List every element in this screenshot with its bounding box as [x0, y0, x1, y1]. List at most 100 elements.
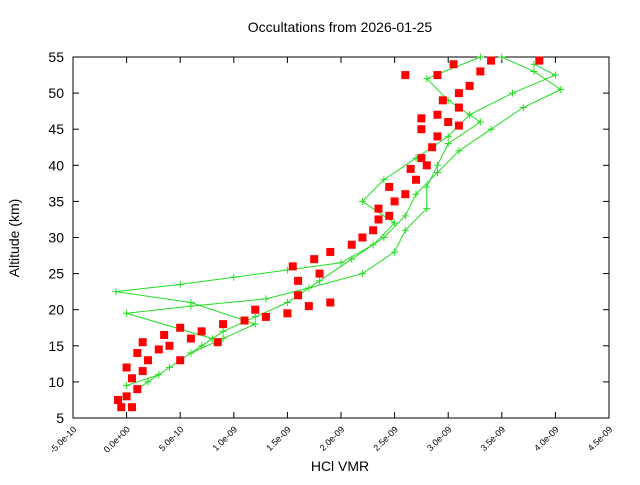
- plus-marker: [423, 75, 431, 83]
- square-marker: [476, 67, 485, 76]
- square-marker: [369, 226, 378, 235]
- plus-marker: [466, 111, 474, 119]
- plus-marker: [112, 288, 120, 296]
- y-tick-label: 55: [48, 49, 64, 65]
- square-marker: [347, 240, 356, 249]
- plus-marker: [144, 378, 152, 386]
- plus-marker: [262, 295, 270, 303]
- y-tick-label: 20: [48, 302, 64, 318]
- square-marker: [433, 132, 442, 141]
- square-marker: [535, 56, 544, 65]
- y-tick-label: 50: [48, 85, 64, 101]
- plus-marker: [557, 85, 565, 93]
- square-marker: [449, 60, 458, 69]
- y-tick-label: 5: [56, 410, 64, 426]
- plus-marker: [476, 118, 484, 126]
- x-tick-label: 4.0e-09: [532, 424, 561, 453]
- square-marker: [385, 211, 394, 220]
- plus-marker: [509, 89, 517, 97]
- square-marker: [444, 117, 453, 126]
- plus-marker: [433, 169, 441, 177]
- square-marker: [390, 197, 399, 206]
- square-marker: [133, 349, 142, 358]
- square-marker: [315, 269, 324, 278]
- plus-marker: [498, 53, 506, 61]
- plus-marker: [187, 349, 195, 357]
- y-tick-label: 30: [48, 230, 64, 246]
- square-marker: [401, 190, 410, 199]
- square-marker: [251, 305, 260, 314]
- square-marker: [438, 96, 447, 105]
- square-marker: [412, 175, 421, 184]
- square-marker: [454, 121, 463, 130]
- plus-marker: [401, 226, 409, 234]
- square-marker: [219, 320, 228, 329]
- square-marker: [406, 164, 415, 173]
- square-marker: [454, 103, 463, 112]
- square-marker: [117, 403, 126, 412]
- y-tick-label: 45: [48, 121, 64, 137]
- plot-frame: [72, 56, 610, 419]
- square-marker: [374, 204, 383, 213]
- plus-marker: [551, 71, 559, 79]
- plus-marker: [433, 161, 441, 169]
- plus-marker: [391, 248, 399, 256]
- plus-marker: [358, 197, 366, 205]
- plus-marker: [348, 255, 356, 263]
- x-tick-label: -5.0e-10: [48, 424, 79, 455]
- plus-marker: [412, 190, 420, 198]
- square-marker: [428, 143, 437, 152]
- y-tick-label: 40: [48, 157, 64, 173]
- y-tick-label: 10: [48, 374, 64, 390]
- plus-marker: [219, 327, 227, 335]
- y-tick-label: 15: [48, 338, 64, 354]
- plus-marker: [165, 363, 173, 371]
- square-marker: [294, 291, 303, 300]
- x-tick-label: 1.0e-09: [211, 424, 240, 453]
- x-tick-label: 1.5e-09: [264, 424, 293, 453]
- x-tick-label: 3.5e-09: [479, 424, 508, 453]
- y-tick-label: 35: [48, 193, 64, 209]
- square-marker: [433, 110, 442, 119]
- square-marker: [326, 298, 335, 307]
- plus-marker: [476, 53, 484, 61]
- square-marker: [186, 334, 195, 343]
- square-marker: [127, 374, 136, 383]
- square-marker: [417, 114, 426, 123]
- square-marker: [283, 309, 292, 318]
- plus-marker: [380, 176, 388, 184]
- plus-marker: [444, 132, 452, 140]
- plus-marker: [251, 313, 259, 321]
- square-marker: [385, 182, 394, 191]
- plus-marker: [305, 284, 313, 292]
- x-tick-label: 5.0e-10: [157, 424, 186, 453]
- plus-marker: [316, 277, 324, 285]
- plus-marker: [123, 382, 131, 390]
- square-marker: [122, 363, 131, 372]
- square-marker: [127, 403, 136, 412]
- square-marker: [154, 345, 163, 354]
- square-marker: [122, 392, 131, 401]
- square-marker: [138, 367, 147, 376]
- plus-marker: [337, 259, 345, 267]
- x-tick-label: 0.0e+00: [102, 424, 132, 454]
- square-marker: [326, 247, 335, 256]
- square-marker: [487, 56, 496, 65]
- square-marker: [288, 262, 297, 271]
- square-marker: [433, 71, 442, 80]
- square-marker: [165, 341, 174, 350]
- plus-marker: [380, 234, 388, 241]
- y-tick-label: 25: [48, 266, 64, 282]
- x-tick-label: 4.5e-09: [586, 424, 615, 453]
- x-tick-label: 2.0e-09: [318, 424, 347, 453]
- plus-marker: [187, 302, 195, 310]
- plus-marker: [391, 219, 399, 227]
- square-marker: [374, 215, 383, 224]
- square-marker: [454, 89, 463, 98]
- square-marker: [310, 255, 319, 264]
- square-marker: [114, 395, 123, 404]
- square-marker: [261, 312, 270, 321]
- square-marker: [144, 356, 153, 365]
- square-marker: [197, 327, 206, 336]
